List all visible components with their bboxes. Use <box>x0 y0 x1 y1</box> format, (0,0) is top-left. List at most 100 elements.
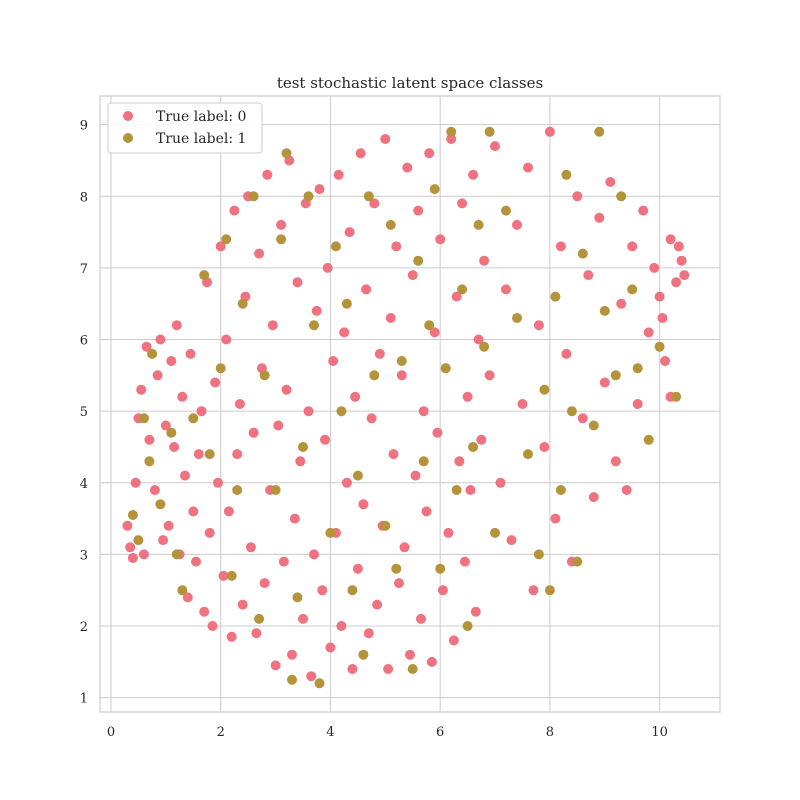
scatter-point <box>352 470 363 481</box>
x-tick-label: 6 <box>436 725 444 740</box>
scatter-point <box>484 370 495 381</box>
scatter-point <box>679 270 690 281</box>
scatter-point <box>248 427 259 438</box>
scatter-point <box>605 177 616 187</box>
scatter-point <box>270 485 281 495</box>
y-tick-label: 6 <box>80 334 88 349</box>
scatter-point <box>424 320 435 331</box>
scatter-point <box>262 169 273 180</box>
scatter-point <box>459 556 470 567</box>
scatter-point <box>155 499 166 510</box>
scatter-point <box>512 313 522 323</box>
scatter-point <box>561 348 572 359</box>
scatter-point <box>207 621 218 631</box>
scatter-point <box>226 631 237 642</box>
scatter-point <box>429 327 440 338</box>
scatter-point <box>309 320 319 331</box>
plot-frame <box>99 95 721 713</box>
scatter-point <box>317 585 328 596</box>
scatter-point <box>341 477 352 488</box>
scatter-point <box>363 191 374 202</box>
scatter-point <box>125 542 136 553</box>
scatter-point <box>465 485 476 495</box>
x-tick-label: 8 <box>546 725 554 740</box>
scatter-point <box>295 456 306 467</box>
plot-area <box>99 95 721 713</box>
scatter-point <box>352 563 363 574</box>
scatter-point <box>122 520 133 531</box>
scatter-point <box>555 485 566 495</box>
scatter-point <box>210 377 221 388</box>
scatter-point <box>533 549 544 560</box>
scatter-point <box>470 606 481 617</box>
y-tick-label: 8 <box>80 190 88 205</box>
scatter-point <box>350 391 361 402</box>
scatter-point <box>287 674 297 685</box>
scatter-point <box>616 298 627 309</box>
scatter-point <box>594 212 605 223</box>
scatter-point <box>158 535 169 546</box>
scatter-point <box>555 241 566 252</box>
scatter-point <box>523 162 533 173</box>
scatter-point <box>303 406 314 417</box>
scatter-point <box>232 449 243 460</box>
scatter-point <box>627 241 638 252</box>
scatter-point <box>245 542 256 553</box>
scatter-point <box>309 549 319 560</box>
scatter-point <box>462 391 473 402</box>
scatter-point <box>610 456 621 467</box>
scatter-point <box>248 191 259 202</box>
scatter-point <box>654 341 665 352</box>
scatter-point <box>234 399 245 409</box>
scatter-point <box>314 678 325 689</box>
scatter-point <box>369 370 380 381</box>
scatter-point <box>336 406 347 417</box>
scatter-point <box>361 284 372 295</box>
scatter-point <box>144 456 155 467</box>
scatter-point <box>407 270 418 281</box>
scatter-point <box>281 384 292 395</box>
scatter-point <box>561 169 572 180</box>
scatter-point <box>572 556 583 567</box>
scatter-point <box>391 563 402 574</box>
scatter-point <box>501 284 511 295</box>
scatter-point <box>446 126 457 137</box>
scatter-point <box>169 442 180 452</box>
scatter-point <box>448 635 459 646</box>
scatter-point <box>333 169 344 180</box>
scatter-point <box>399 542 410 553</box>
scatter-point <box>267 320 278 331</box>
scatter-point <box>314 184 325 195</box>
scatter-point <box>292 592 303 603</box>
scatter-point <box>396 370 407 381</box>
scatter-point <box>671 277 682 288</box>
scatter-point <box>599 377 610 388</box>
legend-entry-label-1: True label: 1 <box>156 131 246 147</box>
scatter-point <box>468 442 479 452</box>
y-tick-label: 9 <box>80 119 88 134</box>
scatter-point <box>276 234 287 245</box>
scatter-point <box>501 205 511 216</box>
scatter-point <box>476 434 487 445</box>
scatter-point <box>251 628 262 639</box>
scatter-point <box>599 305 610 316</box>
y-tick-label: 1 <box>80 692 88 707</box>
y-tick-label: 5 <box>80 405 88 420</box>
scatter-point <box>229 205 240 216</box>
scatter-point <box>588 420 599 431</box>
scatter-point <box>328 356 339 366</box>
scatter-point <box>138 549 149 560</box>
scatter-point <box>457 198 468 209</box>
scatter-point <box>432 427 443 438</box>
scatter-point <box>204 449 215 460</box>
scatter-point <box>325 527 336 538</box>
scatter-point <box>237 298 248 309</box>
scatter-point <box>287 649 297 660</box>
scatter-point <box>396 356 407 366</box>
scatter-point <box>665 234 676 245</box>
scatter-point <box>421 506 432 517</box>
scatter-point <box>673 241 684 252</box>
scatter-point <box>330 241 341 252</box>
series-label-0 <box>122 126 690 682</box>
